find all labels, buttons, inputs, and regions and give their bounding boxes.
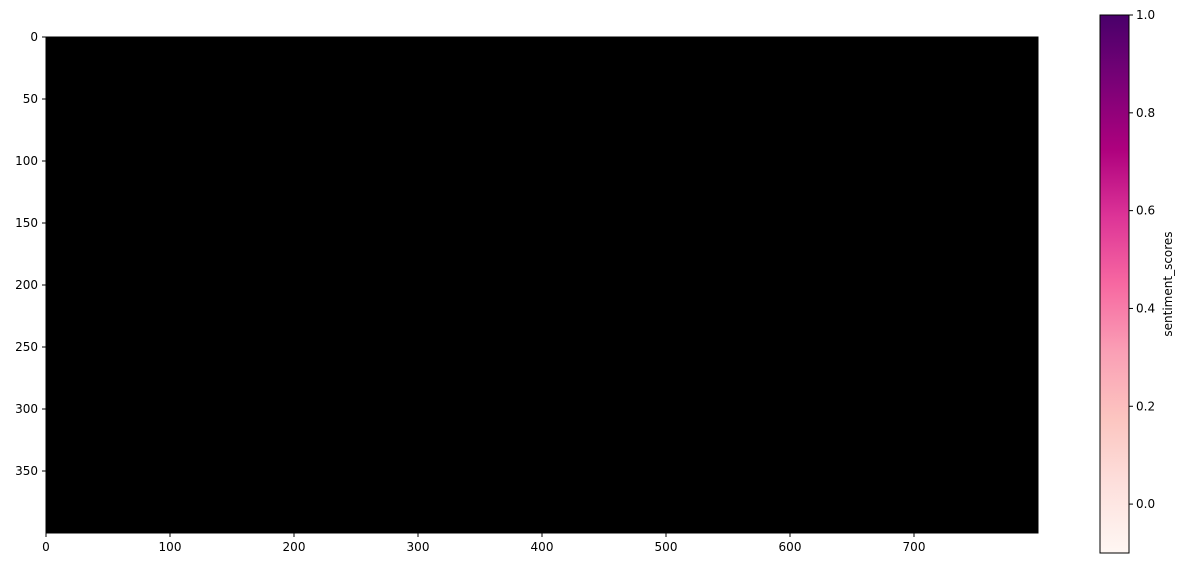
- word: flamingo: [218, 341, 959, 520]
- word: manganese: [180, 186, 563, 269]
- word: food: [549, 100, 716, 180]
- x-tick-label: 600: [779, 540, 802, 554]
- x-tick-label: 0: [42, 540, 50, 554]
- y-tick-label: 150: [15, 216, 38, 230]
- word: specie: [55, 106, 135, 357]
- colorbar-label: sentiment_scores: [1161, 231, 1175, 336]
- colorbar-tick-label: 0.2: [1136, 399, 1155, 413]
- colorbar-tick-label: 0.0: [1136, 497, 1155, 511]
- y-tick-label: 200: [15, 278, 38, 292]
- colorbar-tick-label: 0.4: [1136, 301, 1155, 315]
- word: stand: [566, 35, 775, 115]
- colorbar-tick-label: 1.0: [1136, 8, 1155, 22]
- y-tick-label: 250: [15, 340, 38, 354]
- y-tick-label: 100: [15, 154, 38, 168]
- word: rhodochrosite: [220, 257, 938, 364]
- x-tick-label: 700: [903, 540, 926, 554]
- image-background: [46, 37, 1038, 533]
- y-tick-label: 300: [15, 402, 38, 416]
- colorbar: [1099, 14, 1130, 554]
- y-tick-label: 350: [15, 464, 38, 478]
- y-tick-label: 0: [30, 30, 38, 44]
- colorbar-tick-label: 0.8: [1136, 106, 1155, 120]
- x-tick-label: 200: [283, 540, 306, 554]
- x-tick-label: 100: [159, 540, 182, 554]
- word: tongue: [236, 54, 527, 148]
- y-tick-label: 50: [23, 92, 38, 106]
- x-tick-label: 500: [655, 540, 678, 554]
- colorbar-tick-label: 0.6: [1136, 204, 1155, 218]
- x-tick-label: 300: [407, 540, 430, 554]
- word: bird: [806, 79, 1033, 188]
- word: nest: [194, 135, 373, 222]
- x-tick-label: 400: [531, 540, 554, 554]
- word: chick: [646, 168, 866, 253]
